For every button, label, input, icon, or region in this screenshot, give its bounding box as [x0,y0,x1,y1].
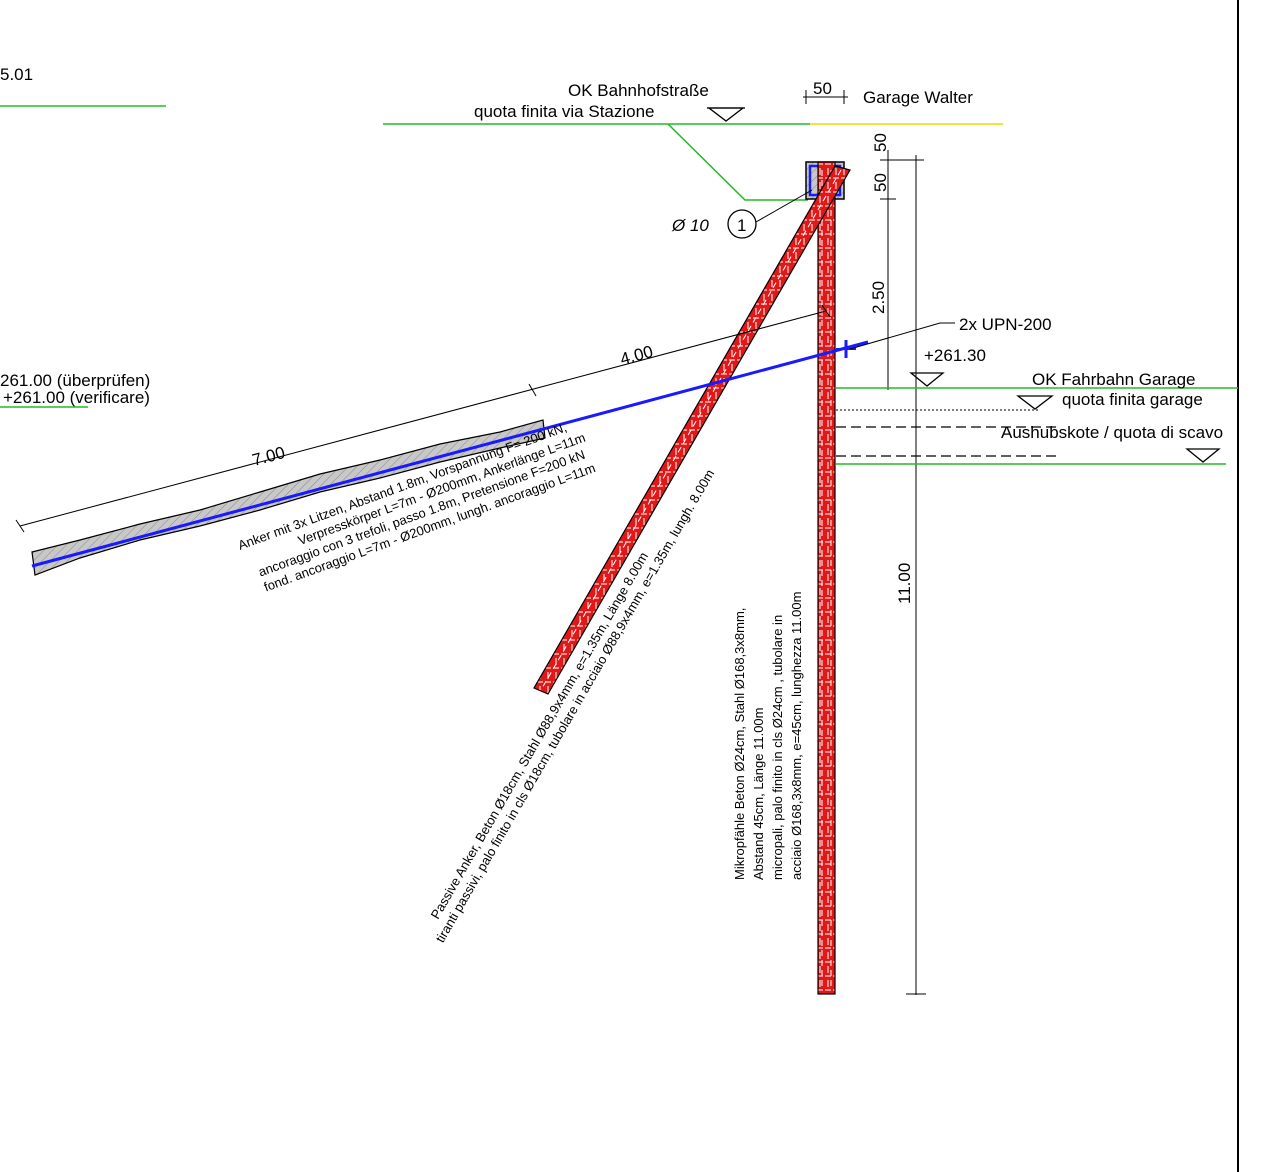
passive-anchor [533,165,851,695]
corner-value: 5.01 [0,65,33,84]
dim-anchor-bond-length: 7.00 [250,443,287,470]
level-triangle-road [707,107,745,122]
dim-cap-height-2: 50 [871,173,890,192]
anchor-tendon [31,340,869,568]
level-triangle-261-30 [909,372,945,387]
level-261-check-de: 261.00 (überprüfen) [0,371,150,390]
upn-profile-label: 2x UPN-200 [959,315,1052,334]
anchor-note: Anker mit 3x Litzen, Abstand 1.8m, Vorsp… [236,419,597,594]
level-261-check-it: +261.00 (verificare) [3,388,150,407]
anchor-dim-tick-mid [528,383,537,397]
passive-anchor-note-line-1: Passive Anker, Beton Ø18cm, Stahl Ø88,9x… [428,549,651,921]
level-261-30: +261.30 [924,346,986,365]
level-triangle-excavation [1185,448,1221,463]
dim-pile-length: 11.00 [895,563,914,604]
anchor-dim-tick-end [821,304,831,318]
rebar-leader-line [755,189,813,223]
micropile-note: Mikropfähle Beton Ø24cm, Stahl Ø168,3x8m… [732,592,804,880]
detail-marker-circle [727,209,757,239]
anchor-dim-line [19,310,827,527]
quota-via-stazione-label: quota finita via Stazione [474,102,655,121]
terrain-slope-line [667,123,808,201]
micropile [817,161,836,995]
dim-to-waler: 2.50 [869,281,888,314]
quota-finita-garage-label: quota finita garage [1062,390,1203,409]
ok-fahrbahn-garage-label: OK Fahrbahn Garage [1032,370,1195,389]
bar-diameter-label: Ø 10 [671,216,709,235]
aushubkote-label: Aushubskote / quota di scavo [1001,423,1223,442]
upn-leader-line [849,322,955,350]
micropile-note-line-2: Abstand 45cm, Länge 11.00m [751,708,766,881]
level-triangle-garage [1016,395,1054,410]
passive-anchor-note: Passive Anker, Beton Ø18cm, Stahl Ø88,9x… [428,467,718,945]
passive-anchor-axis [540,169,842,691]
dim-top-width: 50 [813,79,832,98]
dim-cap-height-1: 50 [871,133,890,152]
micropile-note-line-1: Mikropfähle Beton Ø24cm, Stahl Ø168,3x8m… [732,608,747,880]
ok-bahnhofstrasse-label: OK Bahnhofstraße [568,81,709,100]
micropile-note-line-3: micropali, palo finito in cls Ø24cm , tu… [770,615,785,880]
passive-anchor-note-line-2: tiranti passivi, palo finito in cls Ø18c… [432,467,717,945]
garage-walter-label: Garage Walter [863,88,973,107]
detail-marker-number: 1 [737,216,746,235]
dim-anchor-free-length: 4.00 [618,342,655,369]
anchor-dim-tick-start [15,519,25,533]
micropile-note-line-4: acciaio Ø168,3x8mm, e=45cm, lunghezza 11… [789,592,804,880]
